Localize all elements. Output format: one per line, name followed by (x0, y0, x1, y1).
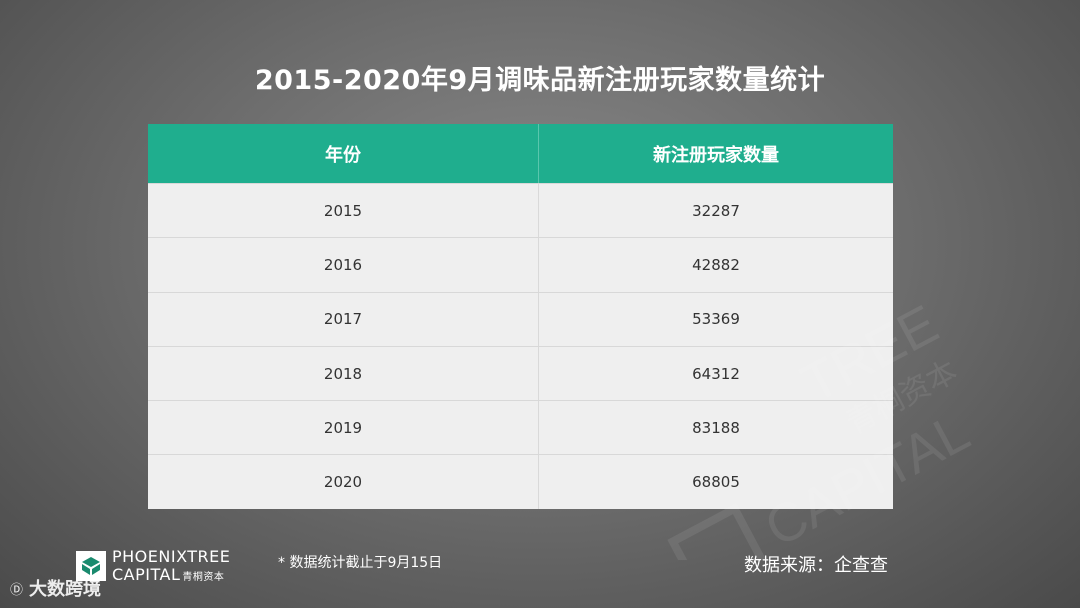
header-year: 年份 (148, 124, 539, 183)
footnote: * 数据统计截止于9月15日 (278, 555, 443, 571)
table-row: 2016 42882 (148, 237, 893, 292)
cell-count: 68805 (692, 473, 740, 492)
logo-text-line2: CAPITAL (112, 565, 181, 584)
brand-text: 大数跨境 (29, 579, 102, 600)
logo-text-line1: PHOENIXTREE (112, 547, 231, 566)
table-row: 2018 64312 (148, 345, 893, 401)
cell-count: 42882 (692, 255, 740, 274)
phoenixtree-logo-icon (76, 551, 106, 581)
dashujingjing-watermark: Ⓓ 大数跨境 (10, 575, 101, 601)
cell-count: 83188 (692, 418, 740, 437)
data-table: 年份 新注册玩家数量 2015 32287 2016 42882 2017 53… (148, 124, 893, 509)
cell-year: 2018 (148, 346, 539, 401)
cell-year: 2019 (148, 401, 539, 455)
data-source: 数据来源：企查查 (744, 555, 888, 576)
phoenixtree-logo: PHOENIXTREE CAPITAL 青桐资本 (76, 549, 230, 583)
cell-year: 2015 (148, 184, 539, 238)
table-row: 2020 68805 (148, 454, 893, 509)
logo-text-cn: 青桐资本 (182, 572, 225, 583)
page-title: 2015-2020年9月调味品新注册玩家数量统计 (254, 65, 826, 96)
cell-year: 2017 (148, 292, 539, 346)
table-row: 2017 53369 (148, 291, 893, 346)
table-row: 2019 83188 (148, 400, 893, 455)
cell-year: 2020 (148, 455, 539, 509)
cell-year: 2016 (148, 238, 539, 292)
table-body: 2015 32287 2016 42882 2017 53369 2018 64… (148, 183, 893, 509)
cell-count: 64312 (692, 364, 740, 383)
table-header: 年份 新注册玩家数量 (148, 124, 893, 183)
header-count: 新注册玩家数量 (653, 144, 779, 166)
brand-mark-icon: Ⓓ (10, 582, 24, 598)
cell-count: 53369 (692, 310, 740, 329)
table-row: 2015 32287 (148, 183, 893, 238)
cell-count: 32287 (692, 201, 740, 220)
